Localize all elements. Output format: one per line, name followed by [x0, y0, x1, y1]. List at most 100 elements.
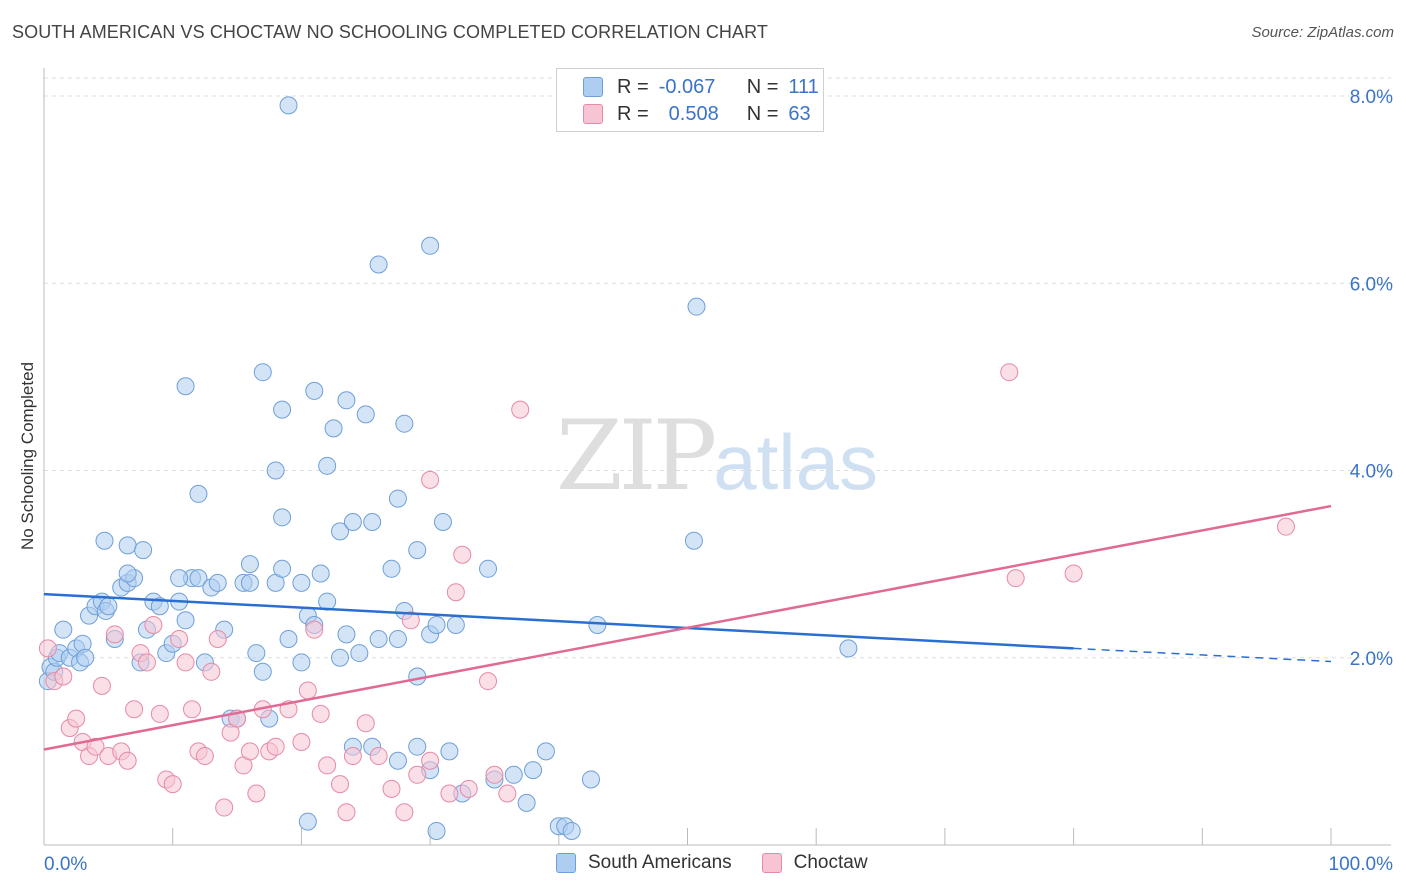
point-south-americans — [247, 644, 266, 663]
point-choctaw — [511, 400, 530, 419]
x-tick-label: 100.0% — [1329, 854, 1394, 875]
watermark-zip: ZIP — [556, 400, 717, 512]
series-legend: South Americans Choctaw — [556, 852, 898, 874]
point-south-americans — [292, 653, 311, 672]
point-south-americans — [273, 559, 292, 578]
trendline-extension-south-americans — [1073, 647, 1332, 663]
point-south-americans — [479, 559, 498, 578]
legend-item-choctaw[interactable]: Choctaw — [761, 852, 868, 874]
point-south-americans — [343, 512, 362, 531]
point-choctaw — [144, 615, 163, 634]
point-south-americans — [118, 564, 137, 583]
point-south-americans — [395, 414, 414, 433]
y-axis-label: No Schooling Completed — [18, 361, 37, 551]
point-choctaw — [1276, 517, 1295, 536]
legend-row-south-americans: R = -0.067 N = 111 — [583, 75, 819, 99]
point-choctaw — [150, 704, 169, 723]
legend-label-south-americans: South Americans — [588, 852, 732, 873]
point-south-americans — [331, 522, 350, 541]
point-south-americans — [408, 541, 427, 560]
legend-swatch-choctaw — [761, 853, 782, 873]
legend-swatch-south-americans — [556, 853, 576, 873]
point-south-americans — [305, 381, 324, 400]
point-choctaw — [125, 700, 144, 719]
point-south-americans — [176, 611, 195, 630]
watermark: ZIPatlas — [556, 400, 878, 512]
point-south-americans — [189, 484, 208, 503]
legend-swatch-south-americans — [583, 77, 603, 97]
point-choctaw — [176, 653, 195, 672]
point-south-americans — [369, 255, 388, 274]
point-south-americans — [684, 531, 703, 550]
point-choctaw — [440, 784, 459, 803]
point-choctaw — [298, 681, 317, 700]
point-choctaw — [1006, 569, 1025, 588]
point-choctaw — [215, 798, 234, 817]
legend-item-south-americans[interactable]: South Americans — [556, 852, 732, 874]
point-choctaw — [202, 662, 221, 681]
point-south-americans — [421, 236, 440, 255]
point-south-americans — [504, 765, 523, 784]
point-south-americans — [382, 559, 401, 578]
point-south-americans — [588, 615, 607, 634]
trendline-choctaw — [43, 504, 1332, 751]
point-south-americans — [356, 405, 375, 424]
point-south-americans — [350, 644, 369, 663]
legend-r-value: -0.067 — [658, 75, 716, 98]
point-choctaw — [421, 470, 440, 489]
legend-n-value: 63 — [788, 102, 811, 125]
point-south-americans — [446, 615, 465, 634]
legend-n-label: N = — [746, 102, 779, 125]
point-south-americans — [839, 639, 858, 658]
point-choctaw — [421, 751, 440, 770]
point-south-americans — [331, 648, 350, 667]
point-south-americans — [324, 419, 343, 438]
point-south-americans — [427, 615, 446, 634]
point-choctaw — [208, 630, 227, 649]
point-south-americans — [208, 573, 227, 592]
point-choctaw — [105, 625, 124, 644]
point-choctaw — [266, 737, 285, 756]
point-south-americans — [369, 630, 388, 649]
point-south-americans — [134, 541, 153, 560]
point-south-americans — [433, 512, 452, 531]
legend-swatch-choctaw — [583, 104, 603, 124]
point-choctaw — [195, 747, 214, 766]
point-south-americans — [318, 456, 337, 475]
point-south-americans — [524, 761, 543, 780]
legend-n-label: N = — [746, 75, 779, 98]
point-choctaw — [163, 775, 182, 794]
point-choctaw — [369, 747, 388, 766]
point-choctaw — [401, 611, 420, 630]
point-choctaw — [54, 667, 73, 686]
point-choctaw — [305, 620, 324, 639]
point-south-americans — [581, 770, 600, 789]
point-choctaw — [498, 784, 517, 803]
point-choctaw — [318, 756, 337, 775]
point-south-americans — [687, 297, 706, 316]
point-choctaw — [479, 672, 498, 691]
point-south-americans — [408, 667, 427, 686]
point-choctaw — [240, 742, 259, 761]
point-south-americans — [311, 564, 330, 583]
point-south-americans — [427, 821, 446, 840]
point-south-americans — [253, 363, 272, 382]
point-south-americans — [388, 630, 407, 649]
point-choctaw — [395, 803, 414, 822]
point-south-americans — [388, 751, 407, 770]
point-south-americans — [266, 461, 285, 480]
y-tick-label: 4.0% — [1350, 462, 1393, 483]
point-south-americans — [363, 512, 382, 531]
point-choctaw — [382, 779, 401, 798]
chart-title: SOUTH AMERICAN VS CHOCTAW NO SCHOOLING C… — [12, 22, 769, 42]
legend-r-label: R = — [617, 102, 649, 125]
point-south-americans — [562, 821, 581, 840]
point-choctaw — [337, 803, 356, 822]
point-choctaw — [446, 583, 465, 602]
point-south-americans — [240, 555, 259, 574]
point-south-americans — [517, 793, 536, 812]
point-south-americans — [279, 630, 298, 649]
trendline-south-americans — [43, 592, 1074, 650]
point-choctaw — [38, 639, 57, 658]
